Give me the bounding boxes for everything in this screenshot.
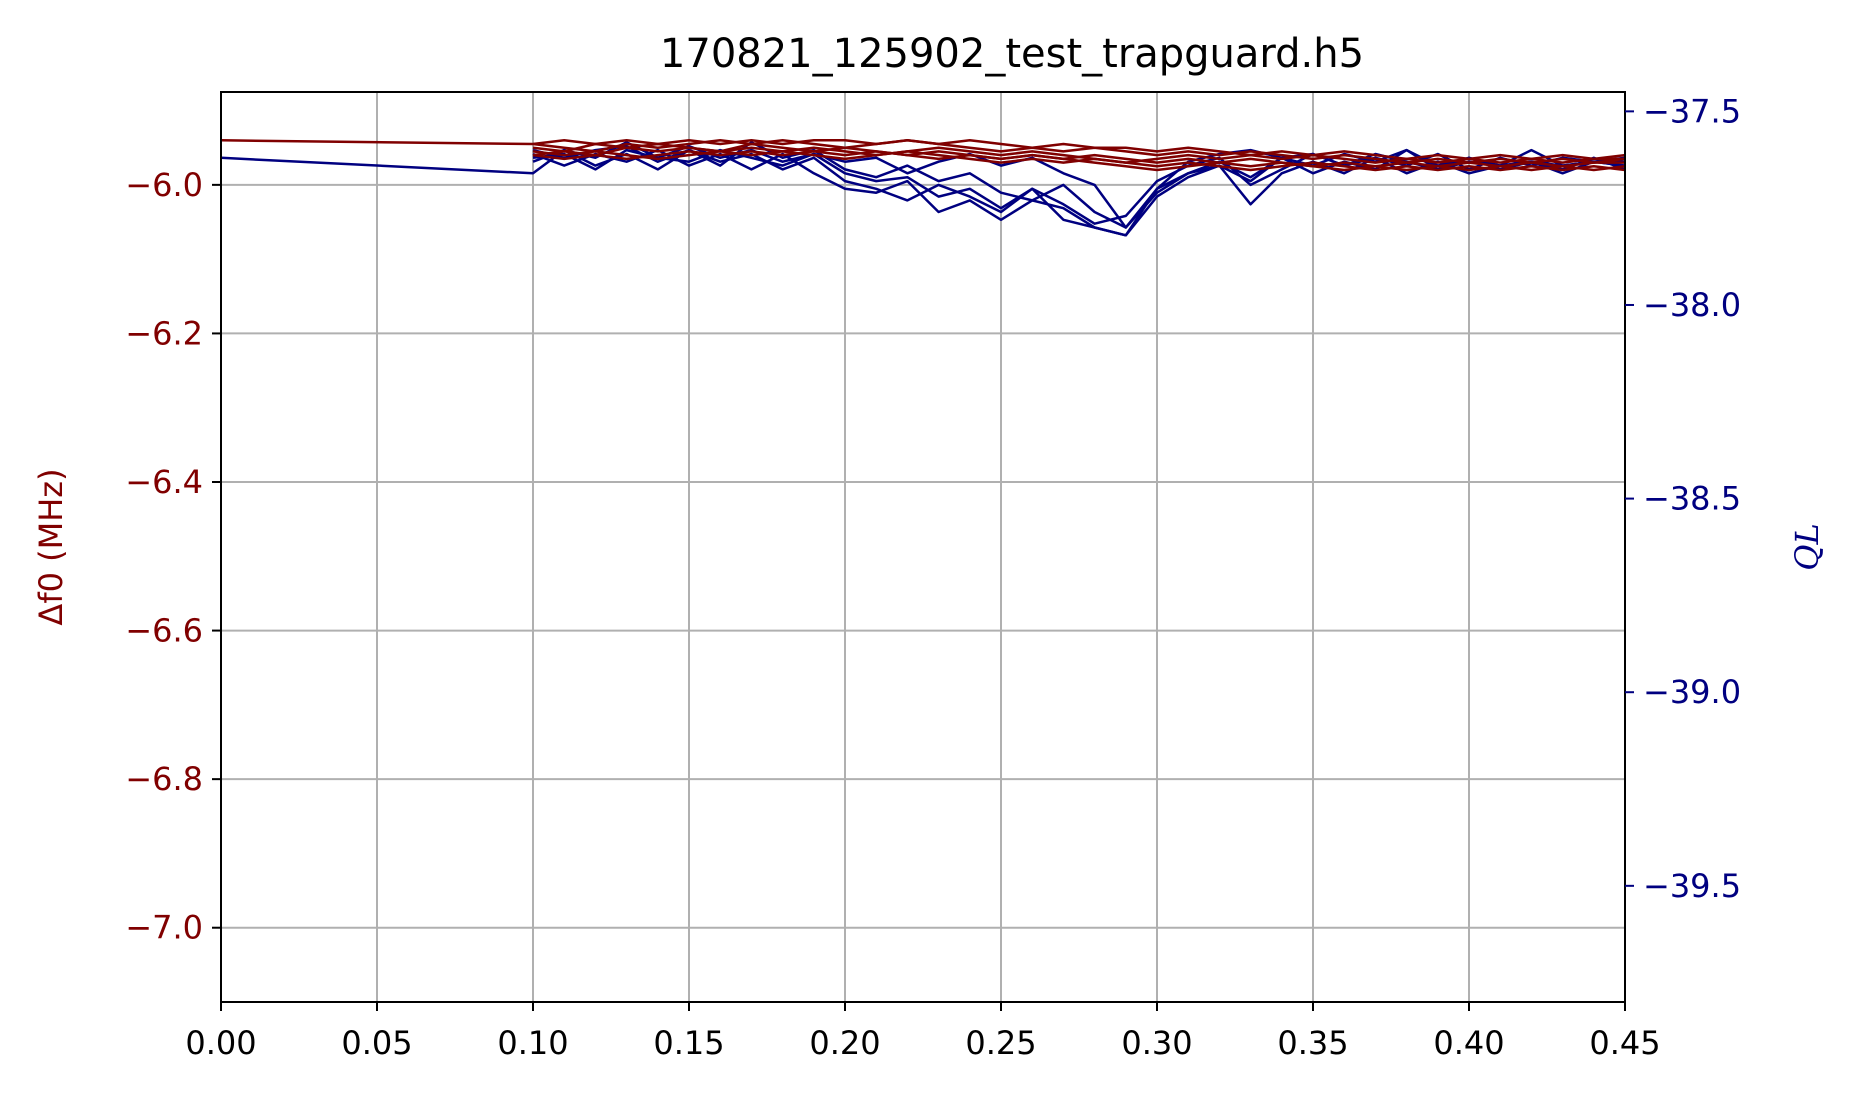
left-y-tick-label: −6.6 [125, 612, 203, 650]
right-y-tick-label: −39.5 [1643, 867, 1741, 905]
x-tick-label: 0.20 [809, 1024, 880, 1062]
delta-f0-series-line [532, 139, 1626, 164]
x-tick-label: 0.45 [1589, 1024, 1660, 1062]
x-tick-label: 0.30 [1121, 1024, 1192, 1062]
chart-title: 170821_125902_test_trapguard.h5 [660, 31, 1364, 77]
ql-series-line [532, 148, 1626, 237]
x-tick-label: 0.40 [1433, 1024, 1504, 1062]
delta-f0-series-group [220, 139, 1626, 172]
x-tick-label: 0.05 [341, 1024, 412, 1062]
left-y-axis-label: Δf0 (MHz) [32, 468, 70, 625]
delta-f0-series-line [532, 150, 1626, 172]
right-y-axis-label: QL [1788, 523, 1826, 570]
left-y-tick-label: −6.0 [125, 166, 203, 204]
x-tick-label: 0.00 [185, 1024, 256, 1062]
left-y-tick-label: −7.0 [125, 909, 203, 947]
left-y-axis: −6.0 −6.2 −6.4 −6.6 −6.8 −7.0 [125, 166, 221, 947]
right-y-tick-label: −38.0 [1643, 286, 1741, 324]
right-y-tick-label: −38.5 [1643, 480, 1741, 518]
x-tick-label: 0.35 [1277, 1024, 1348, 1062]
x-tick-label: 0.15 [653, 1024, 724, 1062]
right-y-tick-label: −39.0 [1643, 673, 1741, 711]
plot-frame [220, 91, 1626, 1003]
x-tick-label: 0.25 [965, 1024, 1036, 1062]
left-y-tick-label: −6.2 [125, 314, 203, 352]
left-y-tick-label: −6.8 [125, 760, 203, 798]
left-y-tick-label: −6.4 [125, 463, 203, 501]
x-axis: 0.00 0.05 0.10 0.15 0.20 0.25 0.30 0.35 0.40 0.45 [185, 1002, 1661, 1062]
x-tick-label: 0.10 [497, 1024, 568, 1062]
delta-f0-series-line [220, 139, 1626, 161]
right-y-tick-label: −37.5 [1643, 92, 1741, 130]
right-y-axis: −37.5 −38.0 −38.5 −39.0 −39.5 [1625, 92, 1741, 905]
left-y-axis-label-text: Δf0 (MHz) [32, 468, 70, 625]
